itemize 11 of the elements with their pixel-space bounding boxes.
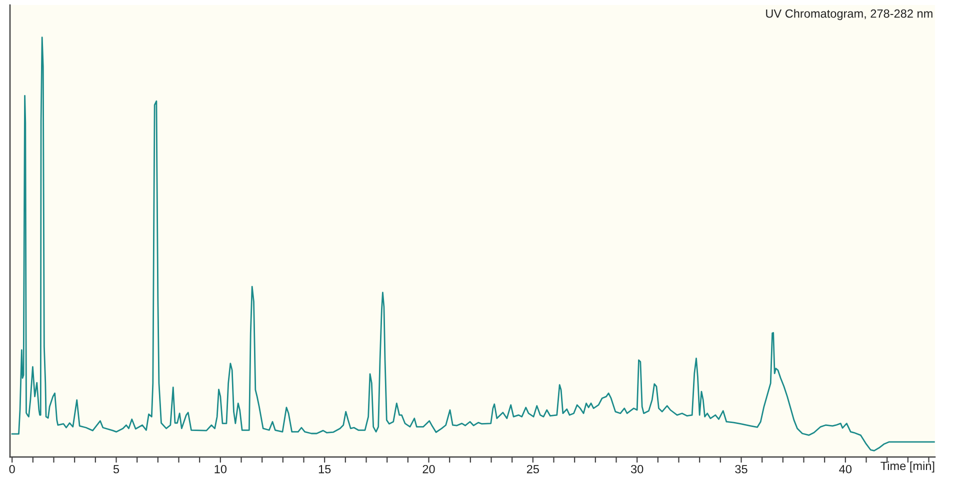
x-tick-label: 0: [9, 464, 15, 474]
x-tick-label: 40: [839, 464, 852, 474]
x-tick-label: 20: [422, 464, 435, 474]
x-tick-label: 15: [318, 465, 331, 474]
x-tick-label: 25: [526, 464, 539, 474]
chart-title: UV Chromatogram, 278-282 nm: [766, 9, 932, 20]
x-tick-label: 30: [630, 464, 644, 474]
x-tick-label: 10: [214, 464, 227, 474]
x-axis-title: Time [min]: [880, 461, 934, 472]
x-tick-label: 5: [113, 465, 120, 474]
x-tick-label: 35: [735, 464, 748, 474]
